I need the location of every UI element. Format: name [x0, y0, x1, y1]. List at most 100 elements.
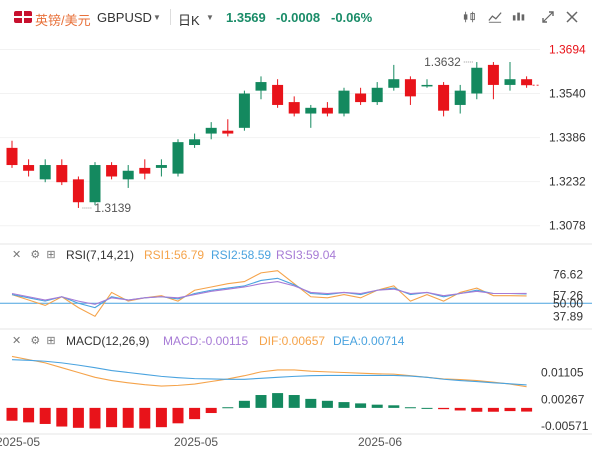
rsi-toolbar: ✕ ⚙ ⊞ — [12, 248, 56, 261]
macd-bar — [305, 398, 317, 408]
candle-body — [238, 93, 250, 128]
dif-value: DIF:0.00657 — [259, 334, 326, 348]
x-tick-label: 2025-05 — [0, 435, 40, 449]
expand-icon[interactable]: ⊞ — [46, 335, 56, 347]
macd-bar — [454, 407, 466, 411]
macd-dea-line — [11, 359, 527, 386]
period-dropdown-icon[interactable]: ▼ — [206, 13, 214, 22]
rsi-series-line — [11, 277, 527, 309]
x-tick-label: 2025-05 — [174, 435, 218, 449]
close-icon[interactable]: ✕ — [12, 249, 22, 261]
candle-body — [106, 165, 118, 177]
macd-bar — [288, 395, 300, 408]
macd-bar — [155, 407, 167, 428]
macd-bar — [189, 407, 201, 420]
expand-icon[interactable]: ⊞ — [46, 249, 56, 261]
candle-body — [205, 127, 217, 134]
toolbar-divider — [170, 9, 171, 25]
chart-type-icon[interactable] — [463, 10, 477, 24]
rsi-tick-label: 37.89 — [553, 309, 583, 323]
rsi2-value: RSI2:58.59 — [211, 248, 272, 262]
macd-value: MACD:-0.00115 — [163, 334, 249, 348]
rsi1-value: RSI1:56.79 — [144, 248, 205, 262]
macd-tick-label: -0.00571 — [541, 419, 589, 433]
candle-body — [471, 67, 483, 94]
macd-bar — [272, 393, 284, 408]
macd-bar — [72, 407, 84, 428]
candle-body — [321, 107, 333, 114]
candle-body — [89, 165, 101, 203]
macd-bar — [122, 407, 134, 428]
macd-bar — [222, 407, 234, 409]
y-tick-label: 1.3540 — [549, 87, 586, 101]
candle-body — [438, 84, 450, 111]
candle-body — [521, 79, 533, 86]
high-label: 1.3632 — [424, 55, 461, 69]
candle-body — [421, 84, 433, 87]
macd-bar — [56, 407, 68, 427]
symbol-dropdown-icon[interactable]: ▼ — [153, 13, 161, 22]
candle-body — [504, 79, 516, 85]
macd-bar — [438, 407, 450, 410]
macd-bar — [172, 407, 184, 424]
macd-toolbar: ✕ ⚙ ⊞ — [12, 334, 56, 347]
candle-body — [39, 165, 51, 180]
rsi-series-line — [11, 280, 527, 305]
candle-body — [305, 107, 317, 114]
macd-tick-label: 0.00267 — [541, 392, 585, 406]
close-icon[interactable] — [565, 10, 579, 24]
rsi-tick-label: 76.62 — [553, 267, 583, 281]
settings-icon[interactable]: ⚙ — [30, 335, 41, 347]
price-change: -0.0008 — [276, 10, 321, 25]
macd-bar — [321, 400, 333, 408]
macd-bar — [89, 407, 101, 429]
candle-body — [139, 167, 151, 174]
macd-bar — [23, 407, 35, 423]
macd-bar — [205, 407, 217, 414]
rsi3-value: RSI3:59.04 — [276, 248, 337, 262]
macd-bar — [421, 407, 433, 409]
drawing-icon[interactable] — [512, 10, 526, 24]
candle-body — [388, 79, 400, 88]
macd-bar — [487, 407, 499, 412]
y-tick-label: 1.3386 — [549, 131, 586, 145]
dea-value: DEA:0.00714 — [333, 334, 405, 348]
candle-body — [288, 102, 300, 114]
macd-bar — [238, 400, 250, 408]
symbol-name[interactable]: 英镑/美元 — [35, 13, 91, 28]
candle-body — [454, 90, 466, 105]
candle-body — [122, 170, 134, 180]
close-icon[interactable]: ✕ — [12, 335, 22, 347]
macd-bar — [371, 404, 383, 408]
rsi-series-line — [11, 270, 527, 318]
y-tick-label: 1.3694 — [549, 42, 586, 56]
rsi-tick-label: 57.26 — [553, 288, 583, 302]
macd-bar — [338, 402, 350, 408]
settings-icon[interactable]: ⚙ — [30, 249, 41, 261]
macd-tick-label: 0.01105 — [541, 365, 584, 379]
macd-bar — [521, 407, 533, 412]
macd-bar — [504, 407, 516, 412]
symbol-code[interactable]: GBPUSD — [97, 10, 152, 25]
macd-bar — [404, 407, 416, 409]
candle-body — [56, 165, 68, 183]
candle-body — [172, 142, 184, 174]
candle-body — [404, 79, 416, 97]
macd-bar — [255, 395, 267, 408]
macd-bar — [471, 407, 483, 412]
macd-bar — [39, 407, 51, 424]
period-selector[interactable]: 日K — [178, 13, 200, 28]
indicator-icon[interactable] — [488, 10, 502, 24]
gbp-flag-icon — [14, 11, 32, 23]
candle-body — [355, 93, 367, 103]
candle-body — [222, 130, 234, 134]
candle-body — [23, 165, 35, 171]
macd-label: MACD(12,26,9) — [66, 334, 150, 348]
rsi-tick-label: 50.00 — [553, 296, 583, 310]
rsi-label: RSI(7,14,21) — [66, 248, 135, 262]
macd-bar — [388, 405, 400, 408]
low-label: 1.3139 — [94, 201, 131, 215]
fullscreen-icon[interactable] — [541, 10, 555, 24]
x-tick-label: 2025-06 — [358, 435, 402, 449]
